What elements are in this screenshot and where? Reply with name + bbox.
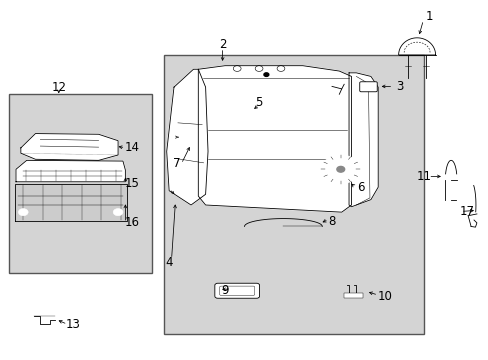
Circle shape <box>321 155 360 184</box>
Text: 12: 12 <box>51 81 66 94</box>
Text: 3: 3 <box>396 80 403 93</box>
Text: 5: 5 <box>255 96 262 109</box>
Bar <box>344 293 362 298</box>
Circle shape <box>336 166 344 172</box>
Text: 15: 15 <box>124 177 139 190</box>
Polygon shape <box>21 134 118 160</box>
Text: 16: 16 <box>124 216 139 229</box>
Bar <box>9 94 152 273</box>
Text: 7: 7 <box>172 157 180 170</box>
Text: 10: 10 <box>377 289 392 303</box>
FancyBboxPatch shape <box>359 82 376 92</box>
Polygon shape <box>198 66 351 212</box>
FancyBboxPatch shape <box>214 283 259 298</box>
Text: 1: 1 <box>425 10 432 23</box>
Text: 8: 8 <box>327 215 335 228</box>
Text: 6: 6 <box>357 181 364 194</box>
Polygon shape <box>348 73 377 207</box>
Text: 13: 13 <box>66 318 81 331</box>
Text: 14: 14 <box>124 141 139 154</box>
FancyBboxPatch shape <box>219 286 254 296</box>
Polygon shape <box>15 184 126 221</box>
Bar <box>164 55 424 334</box>
Text: 17: 17 <box>459 205 474 218</box>
Text: 4: 4 <box>165 256 173 269</box>
Circle shape <box>264 73 268 76</box>
Polygon shape <box>16 160 125 182</box>
Text: 11: 11 <box>416 170 431 183</box>
Text: 2: 2 <box>219 39 226 51</box>
Circle shape <box>19 208 28 216</box>
Circle shape <box>113 208 122 216</box>
Polygon shape <box>166 69 207 205</box>
Text: 9: 9 <box>221 284 228 297</box>
